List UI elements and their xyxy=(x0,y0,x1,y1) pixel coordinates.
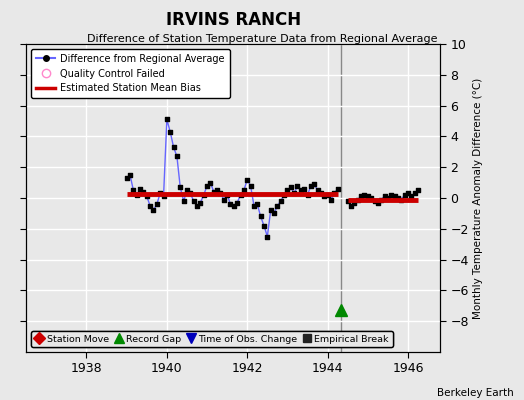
Point xyxy=(270,210,278,217)
Point xyxy=(290,190,298,196)
Point xyxy=(250,202,258,209)
Point xyxy=(330,190,339,196)
Point xyxy=(133,192,141,198)
Point xyxy=(380,193,389,200)
Point xyxy=(233,200,242,206)
Y-axis label: Monthly Temperature Anomaly Difference (°C): Monthly Temperature Anomaly Difference (… xyxy=(473,77,483,319)
Point xyxy=(179,198,188,204)
Point xyxy=(126,172,134,178)
Point xyxy=(216,190,225,196)
Point xyxy=(139,189,148,195)
Point xyxy=(260,222,268,229)
Point xyxy=(166,128,174,135)
Point xyxy=(310,181,319,187)
Point xyxy=(293,182,302,189)
Point xyxy=(186,190,194,196)
Point xyxy=(357,193,365,200)
Point xyxy=(129,187,138,194)
Point xyxy=(136,186,144,192)
Point xyxy=(213,187,221,194)
Point xyxy=(176,184,184,190)
Point xyxy=(344,198,352,204)
Point xyxy=(226,201,235,207)
Point xyxy=(193,202,201,209)
Point xyxy=(223,192,231,198)
Point xyxy=(333,186,342,192)
Point xyxy=(277,198,285,204)
Point xyxy=(370,198,379,204)
Point xyxy=(206,179,215,186)
Point xyxy=(384,195,392,201)
Point xyxy=(162,116,171,123)
Point xyxy=(350,200,358,206)
Point xyxy=(173,153,181,160)
Legend: Station Move, Record Gap, Time of Obs. Change, Empirical Break: Station Move, Record Gap, Time of Obs. C… xyxy=(31,331,392,347)
Point xyxy=(256,213,265,220)
Point xyxy=(230,202,238,209)
Point xyxy=(123,175,131,181)
Point xyxy=(387,192,396,198)
Point xyxy=(243,176,252,183)
Point xyxy=(320,193,329,200)
Point xyxy=(263,233,271,240)
Point xyxy=(169,144,178,150)
Point xyxy=(159,193,168,200)
Point xyxy=(323,192,332,198)
Point xyxy=(397,196,406,203)
Point xyxy=(394,195,402,201)
Point xyxy=(316,190,325,196)
Point xyxy=(404,190,412,196)
Point xyxy=(210,189,218,195)
Point xyxy=(143,193,151,200)
Point xyxy=(253,201,261,207)
Point xyxy=(410,190,419,196)
Point xyxy=(297,187,305,194)
Point xyxy=(283,187,292,194)
Text: Berkeley Earth: Berkeley Earth xyxy=(437,388,514,398)
Point xyxy=(146,202,154,209)
Point xyxy=(267,207,275,214)
Point xyxy=(407,193,416,200)
Point xyxy=(156,190,165,196)
Point xyxy=(313,187,322,194)
Point xyxy=(354,196,362,203)
Point xyxy=(196,200,204,206)
Text: Difference of Station Temperature Data from Regional Average: Difference of Station Temperature Data f… xyxy=(87,34,437,44)
Point xyxy=(327,196,335,203)
Point xyxy=(152,201,161,207)
Point xyxy=(400,192,409,198)
Point xyxy=(203,182,211,189)
Point xyxy=(390,193,399,200)
Point xyxy=(246,182,255,189)
Point xyxy=(347,202,355,209)
Point xyxy=(307,182,315,189)
Point xyxy=(273,202,281,209)
Point xyxy=(200,192,208,198)
Point xyxy=(374,200,382,206)
Point xyxy=(364,193,372,200)
Point xyxy=(303,192,312,198)
Point xyxy=(183,187,191,194)
Point xyxy=(149,207,158,214)
Point xyxy=(287,184,295,190)
Point xyxy=(361,192,369,198)
Point xyxy=(367,195,375,201)
Title: IRVINS RANCH: IRVINS RANCH xyxy=(166,10,301,28)
Point xyxy=(300,186,309,192)
Point xyxy=(220,196,228,203)
Point xyxy=(236,192,245,198)
Point xyxy=(414,187,422,194)
Point xyxy=(280,192,288,198)
Point xyxy=(377,196,385,203)
Point xyxy=(239,187,248,194)
Point xyxy=(190,198,198,204)
